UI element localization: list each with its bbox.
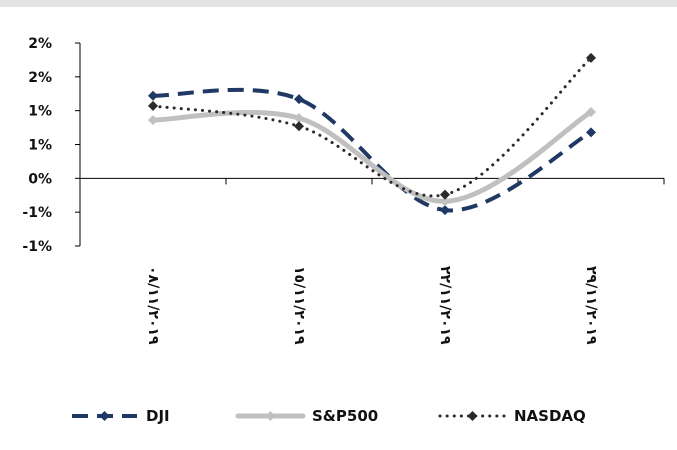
- y-tick-label: 0%: [28, 171, 52, 187]
- data-point-s-p500: [148, 115, 158, 126]
- series-line-dji: [152, 87, 592, 213]
- y-tick-label: 2%: [28, 70, 52, 86]
- axes-group: [75, 42, 665, 247]
- x-tick-label: ٢٢/١١/٢٠١٩: [437, 266, 453, 345]
- data-point-dji: [294, 94, 304, 105]
- y-tick-label: -1%: [22, 239, 52, 255]
- data-point-nasdaq: [440, 189, 450, 200]
- y-tick-label: 1%: [28, 104, 52, 120]
- top-border-bar: [0, 0, 677, 7]
- legend-marker-s-p500: [265, 411, 276, 421]
- data-point-s-p500: [586, 107, 596, 118]
- x-tick-label: ١٥/١١/٢٠١٩: [291, 266, 307, 345]
- series-line-nasdaq: [151, 56, 593, 198]
- y-tick-labels: 2% 2% 1% 1% 0% -1% -1%: [22, 36, 52, 255]
- data-point-s-p500: [440, 196, 450, 207]
- data-point-nasdaq: [148, 100, 158, 111]
- y-tick-label: 2%: [28, 36, 52, 52]
- x-tick-label: ٢٩/١١/٢٠١٩: [583, 266, 599, 345]
- y-tick-label: 1%: [28, 138, 52, 154]
- y-tick-label: -1%: [22, 205, 52, 221]
- legend-marker-dji: [99, 411, 110, 421]
- legend-label-dji: DJI: [146, 407, 170, 425]
- series-lines: [148, 52, 596, 216]
- x-tick-labels: ٠٨/١١/٢٠١٩ ١٥/١١/٢٠١٩ ٢٢/١١/٢٠١٩ ٢٩/١١/٢٠١٩: [145, 266, 599, 345]
- data-point-dji: [148, 90, 158, 101]
- data-point-s-p500: [294, 113, 304, 124]
- legend-label-nasdaq: NASDAQ: [514, 407, 586, 425]
- data-point-dji: [440, 205, 450, 216]
- data-point-nasdaq: [294, 121, 304, 132]
- x-tick-label: ٠٨/١١/٢٠١٩: [145, 266, 161, 345]
- data-point-nasdaq: [586, 52, 596, 63]
- series-line-s-p500: [150, 109, 594, 204]
- data-point-dji: [586, 127, 596, 138]
- legend: DJI S&P500 NASDAQ: [72, 407, 586, 425]
- legend-label-s-p500: S&P500: [312, 407, 378, 425]
- legend-marker-nasdaq: [467, 411, 478, 421]
